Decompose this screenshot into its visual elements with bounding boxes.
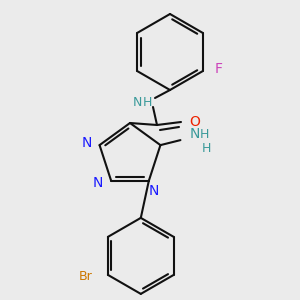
Text: F: F bbox=[215, 62, 223, 76]
Text: H: H bbox=[202, 142, 211, 154]
Text: N: N bbox=[81, 136, 92, 150]
Text: N: N bbox=[93, 176, 104, 190]
Text: Br: Br bbox=[79, 270, 93, 284]
Text: O: O bbox=[190, 115, 200, 129]
Text: N: N bbox=[148, 184, 159, 198]
Text: N: N bbox=[132, 97, 142, 110]
Text: N: N bbox=[189, 127, 200, 141]
Text: H: H bbox=[142, 97, 152, 110]
Text: H: H bbox=[200, 128, 209, 141]
